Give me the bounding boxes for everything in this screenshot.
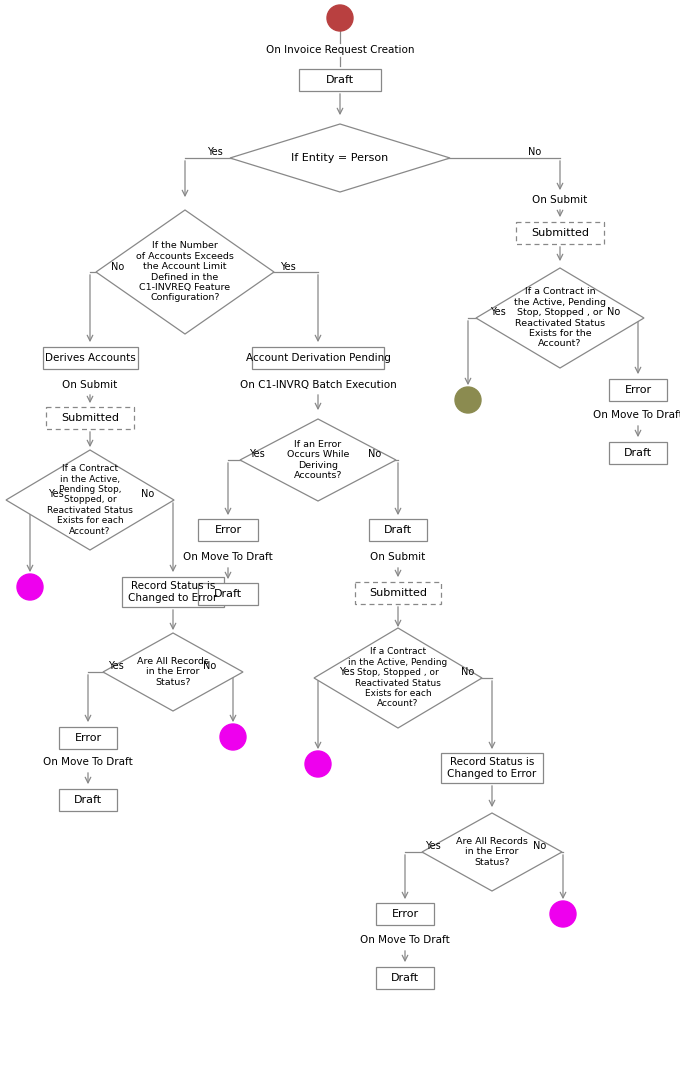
Polygon shape [314,628,482,727]
Text: Yes: Yes [249,449,265,459]
Text: Yes: Yes [108,661,124,671]
Polygon shape [240,418,396,501]
Circle shape [17,574,43,600]
Polygon shape [6,450,174,550]
Text: Draft: Draft [391,973,419,983]
Text: If a Contract
in the Active, Pending
Stop, Stopped , or
Reactivated Status
Exist: If a Contract in the Active, Pending Sto… [348,647,447,708]
Bar [441,753,543,783]
Text: No: No [528,147,542,157]
Bar [42,347,137,369]
Polygon shape [96,210,274,334]
Circle shape [455,387,481,413]
Text: Yes: Yes [425,841,441,851]
Text: Yes: Yes [207,147,223,157]
Polygon shape [476,268,644,368]
Bar [59,727,117,749]
Bar [355,582,441,604]
Circle shape [305,751,331,777]
Text: No: No [141,489,154,499]
Bar [376,967,434,989]
Bar [376,903,434,925]
Bar [516,222,604,244]
Bar [299,69,381,91]
Text: If the Number
of Accounts Exceeds
the Account Limit
Defined in the
C1-INVREQ Fea: If the Number of Accounts Exceeds the Ac… [136,241,234,303]
Polygon shape [422,813,562,891]
Text: No: No [369,449,381,459]
Text: Record Status is
Changed to Error: Record Status is Changed to Error [447,758,537,779]
Text: Are All Records
in the Error
Status?: Are All Records in the Error Status? [456,837,528,867]
Text: Error: Error [624,385,651,395]
Text: Draft: Draft [74,795,102,805]
Text: Draft: Draft [326,75,354,85]
Text: No: No [533,841,547,851]
Text: Yes: Yes [339,667,355,677]
Bar [609,379,667,401]
Text: Account Derivation Pending: Account Derivation Pending [245,353,390,363]
Text: Draft: Draft [384,525,412,535]
Text: On Move To Draft: On Move To Draft [360,935,450,945]
Text: If a Contract in
the Active, Pending
Stop, Stopped , or
Reactivated Status
Exist: If a Contract in the Active, Pending Sto… [514,288,606,349]
Bar [252,347,384,369]
Text: Submitted: Submitted [369,588,427,598]
Bar [46,407,134,429]
Bar [59,789,117,811]
Text: On Move To Draft: On Move To Draft [593,410,680,420]
Text: On Submit: On Submit [371,552,426,562]
Text: Yes: Yes [280,262,296,271]
Text: On Submit: On Submit [532,195,588,205]
Text: On Invoice Request Creation: On Invoice Request Creation [266,45,414,55]
Text: Error: Error [74,733,101,743]
Polygon shape [103,633,243,711]
Text: No: No [461,667,475,677]
Text: If a Contract
in the Active,
Pending Stop,
Stopped, or
Reactivated Status
Exists: If a Contract in the Active, Pending Sto… [47,465,133,535]
Text: On Move To Draft: On Move To Draft [43,756,133,767]
Text: Submitted: Submitted [61,413,119,423]
Text: If Entity = Person: If Entity = Person [291,153,389,163]
Text: No: No [203,661,217,671]
Circle shape [220,724,246,750]
Text: Error: Error [392,909,419,918]
Circle shape [550,901,576,927]
Text: On Submit: On Submit [63,380,118,389]
Text: Record Status is
Changed to Error: Record Status is Changed to Error [129,582,218,603]
Text: Derives Accounts: Derives Accounts [45,353,135,363]
Circle shape [327,5,353,31]
Text: No: No [112,262,124,271]
Text: On Move To Draft: On Move To Draft [183,552,273,562]
Bar [122,577,224,607]
Text: Draft: Draft [624,449,652,458]
Text: Yes: Yes [490,307,506,317]
Polygon shape [230,124,450,192]
Text: Error: Error [214,525,241,535]
Bar [369,519,427,541]
Bar [198,583,258,605]
Bar [609,442,667,464]
Text: On C1-INVRQ Batch Execution: On C1-INVRQ Batch Execution [239,380,396,389]
Text: If an Error
Occurs While
Deriving
Accounts?: If an Error Occurs While Deriving Accoun… [287,440,350,480]
Text: Yes: Yes [48,489,64,499]
Text: No: No [607,307,621,317]
Bar [198,519,258,541]
Text: Draft: Draft [214,589,242,599]
Text: Submitted: Submitted [531,227,589,238]
Text: Are All Records
in the Error
Status?: Are All Records in the Error Status? [137,657,209,687]
